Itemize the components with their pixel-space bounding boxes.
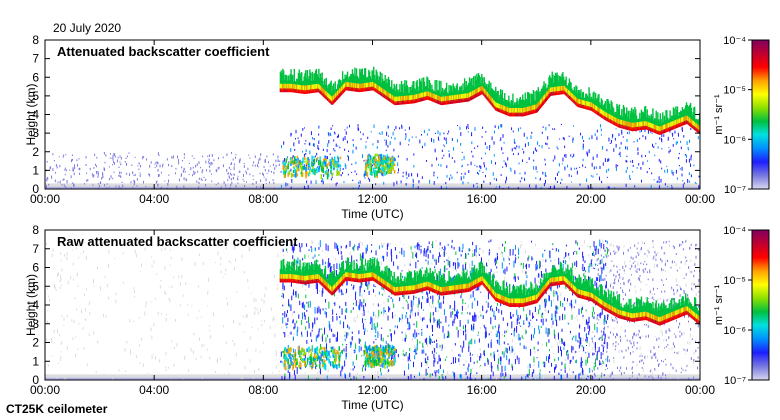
y-tick-label: 2	[32, 336, 39, 350]
y-tick-label: 5	[32, 89, 39, 103]
x-tick-label: 00:00	[685, 383, 715, 397]
x-tick-label: 16:00	[467, 192, 497, 206]
panel-title: Attenuated backscatter coefficient	[57, 44, 270, 59]
x-tick-label: 08:00	[248, 383, 278, 397]
x-tick-label: 04:00	[139, 192, 169, 206]
plot-area	[45, 40, 700, 189]
y-tick-label: 7	[32, 52, 39, 66]
x-tick-label: 20:00	[576, 383, 606, 397]
panel-raw-attenuated-backscatter: 00:00 04:00 08:00 12:00 16:00 20:00 00:00 0 1 2 3…	[24, 223, 770, 412]
y-tick-label: 6	[32, 261, 39, 275]
colorbar-label: m⁻¹ sr⁻¹	[713, 285, 725, 326]
y-tick-label: 2	[32, 145, 39, 159]
y-tick-label: 7	[32, 242, 39, 256]
x-tick-label: 00:00	[30, 192, 60, 206]
x-tick-label: 00:00	[30, 383, 60, 397]
y-tick-label: 3	[32, 317, 39, 331]
y-ticks: 0 1 2 3 4 5 6 7 8	[32, 33, 700, 196]
x-tick-label: 16:00	[467, 383, 497, 397]
y-tick-label: 4	[32, 108, 39, 122]
y-axis-label: Height (km)	[24, 83, 38, 145]
y-tick-label: 8	[32, 223, 39, 237]
y-tick-label: 5	[32, 279, 39, 293]
plot-area	[45, 230, 700, 380]
colorbar-tick-label: 10⁻⁷	[724, 184, 746, 196]
x-axis-label: Time (UTC)	[341, 398, 403, 412]
y-tick-label: 6	[32, 70, 39, 84]
colorbar-gradient	[751, 229, 770, 381]
colorbar: m⁻¹ sr⁻¹ 10⁻⁷ 10⁻⁶ 10⁻⁵ 10⁻⁴	[713, 35, 770, 196]
y-tick-label: 1	[32, 163, 39, 177]
x-tick-label: 20:00	[576, 192, 606, 206]
colorbar-tick-label: 10⁻⁶	[723, 134, 746, 146]
axes: 00:00 04:00 08:00 12:00 16:00 20:00 00:00 0 1 2 3…	[24, 33, 715, 221]
colorbar-tick-label: 10⁻⁴	[723, 225, 746, 237]
y-tick-label: 1	[32, 354, 39, 368]
x-tick-label: 12:00	[357, 192, 387, 206]
y-tick-label: 0	[32, 373, 39, 387]
x-ticks: 00:00 04:00 08:00 12:00 16:00 20:00 00:00	[30, 40, 715, 206]
y-tick-label: 3	[32, 126, 39, 140]
colorbar: m⁻¹ sr⁻¹ 10⁻⁷ 10⁻⁶ 10⁻⁵ 10⁻⁴	[713, 225, 770, 387]
colorbar-tick-label: 10⁻⁵	[723, 85, 746, 97]
y-axis-label: Height (km)	[24, 274, 38, 336]
panel-attenuated-backscatter: 00:00 04:00 08:00 12:00 16:00 20:00 00:00 0 1 2 3…	[24, 33, 770, 221]
x-tick-label: 00:00	[685, 192, 715, 206]
colorbar-tick-label: 10⁻⁶	[723, 325, 746, 337]
colorbar-label: m⁻¹ sr⁻¹	[713, 94, 725, 135]
y-ticks: 0 1 2 3 4 5 6 7 8	[32, 223, 700, 387]
x-tick-label: 04:00	[139, 383, 169, 397]
x-tick-label: 08:00	[248, 192, 278, 206]
x-tick-label: 12:00	[357, 383, 387, 397]
instrument-label: CT25K ceilometer	[6, 402, 108, 416]
date-label: 20 July 2020	[53, 21, 121, 35]
y-tick-label: 0	[32, 182, 39, 196]
colorbar-tick-label: 10⁻⁷	[724, 375, 746, 387]
x-axis-label: Time (UTC)	[341, 207, 403, 221]
y-tick-label: 8	[32, 33, 39, 47]
colorbar-gradient	[751, 39, 770, 190]
axes: 00:00 04:00 08:00 12:00 16:00 20:00 00:00 0 1 2 3…	[24, 223, 715, 412]
colorbar-tick-label: 10⁻⁵	[723, 275, 746, 287]
x-ticks: 00:00 04:00 08:00 12:00 16:00 20:00 00:00	[30, 230, 715, 397]
panel-title: Raw attenuated backscatter coefficient	[57, 234, 298, 249]
colorbar-tick-label: 10⁻⁴	[723, 35, 746, 47]
y-tick-label: 4	[32, 298, 39, 312]
